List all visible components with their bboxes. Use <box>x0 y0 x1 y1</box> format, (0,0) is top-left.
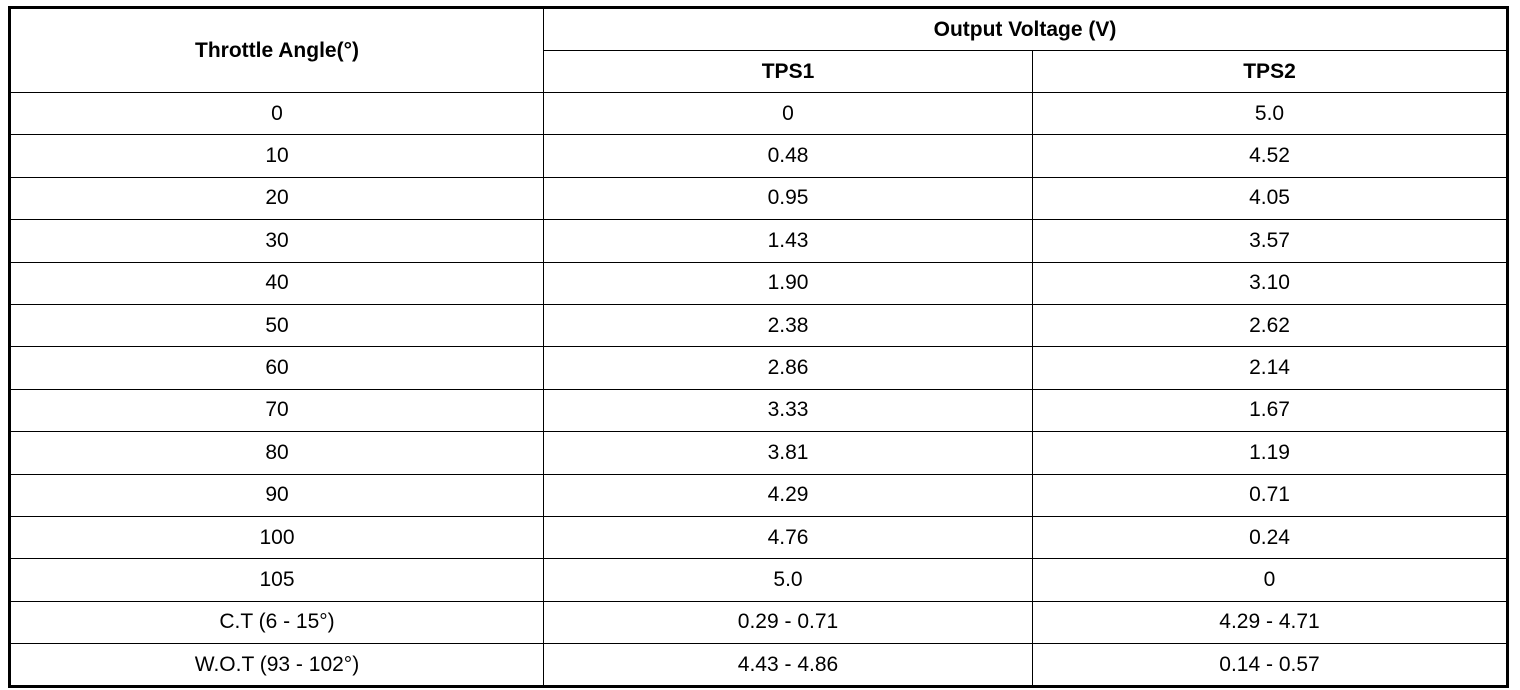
table-cell: 30 <box>9 219 544 263</box>
table-cell: 0.95 <box>543 176 1033 221</box>
table-cell: 4.43 - 4.86 <box>543 643 1033 688</box>
table-cell: 0 <box>9 91 544 136</box>
table-cell: C.T (6 - 15°) <box>9 600 544 645</box>
table-cell: 4.29 <box>543 473 1033 517</box>
table-cell: 90 <box>9 473 544 517</box>
table-cell: 105 <box>9 558 544 602</box>
table-header: Throttle Angle(°) Output Voltage (V) TPS… <box>9 7 1509 93</box>
table-cell: 3.81 <box>543 431 1033 475</box>
table-cell: 100 <box>9 515 544 560</box>
table-cell: 2.62 <box>1031 303 1509 348</box>
table-cell: 10 <box>9 134 544 178</box>
table-cell: 3.10 <box>1031 261 1509 305</box>
table-row: 70 3.33 1.67 <box>9 388 1509 433</box>
table-row: 40 1.90 3.10 <box>9 261 1509 305</box>
table-cell: 4.29 - 4.71 <box>1031 600 1509 645</box>
table-cell: 1.67 <box>1031 388 1509 433</box>
table-cell: 4.05 <box>1031 176 1509 221</box>
table-cell: 4.52 <box>1031 134 1509 178</box>
header-row: Throttle Angle(°) Output Voltage (V) <box>9 7 1509 93</box>
table-row: 80 3.81 1.19 <box>9 431 1509 475</box>
table-row: 50 2.38 2.62 <box>9 303 1509 348</box>
table-cell: 4.76 <box>543 515 1033 560</box>
table-cell: 0.14 - 0.57 <box>1031 643 1509 688</box>
table-cell: 60 <box>9 346 544 390</box>
table-cell: 0.29 - 0.71 <box>543 600 1033 645</box>
table-cell: 0 <box>1031 558 1509 602</box>
table-cell: 3.33 <box>543 388 1033 433</box>
table-cell: 50 <box>9 303 544 348</box>
table-row: W.O.T (93 - 102°) 4.43 - 4.86 0.14 - 0.57 <box>9 643 1509 688</box>
table-cell: 1.43 <box>543 219 1033 263</box>
table-cell: 2.38 <box>543 303 1033 348</box>
table-row: 0 0 5.0 <box>9 91 1509 136</box>
table-row: 90 4.29 0.71 <box>9 473 1509 517</box>
header-cell: Throttle Angle(°) <box>9 7 544 93</box>
table-cell: 1.19 <box>1031 431 1509 475</box>
table-cell: 0 <box>543 91 1033 136</box>
table-row: C.T (6 - 15°) 0.29 - 0.71 4.29 - 4.71 <box>9 600 1509 645</box>
table-cell: 70 <box>9 388 544 433</box>
table-cell: 1.90 <box>543 261 1033 305</box>
table-cell: 80 <box>9 431 544 475</box>
voltage-table: Throttle Angle(°) Output Voltage (V) TPS… <box>8 6 1510 689</box>
header-row: TPS1 TPS2 <box>10 50 1509 93</box>
table-cell: 5.0 <box>543 558 1033 602</box>
table-body: 0 0 5.0 10 0.48 4.52 20 0.95 4.05 30 1.43 3.57 40 1.9… <box>9 91 1509 688</box>
table-cell: 0.24 <box>1031 515 1509 560</box>
table-row: 10 0.48 4.52 <box>9 134 1509 178</box>
table-row: 20 0.95 4.05 <box>9 176 1509 221</box>
header-cell: TPS1 <box>543 50 1033 93</box>
table-cell: 2.14 <box>1031 346 1509 390</box>
table-cell: 0.48 <box>543 134 1033 178</box>
table-cell: 2.86 <box>543 346 1033 390</box>
table-cell: 5.0 <box>1031 91 1509 136</box>
table-row: 30 1.43 3.57 <box>9 219 1509 263</box>
table-cell: 20 <box>9 176 544 221</box>
table-cell: W.O.T (93 - 102°) <box>9 643 544 688</box>
table-row: 105 5.0 0 <box>9 558 1509 602</box>
table-cell: 3.57 <box>1031 219 1509 263</box>
table-row: 60 2.86 2.14 <box>9 346 1509 390</box>
table-cell: 40 <box>9 261 544 305</box>
table-cell: 0.71 <box>1031 473 1509 517</box>
table-row: 100 4.76 0.24 <box>9 515 1509 560</box>
header-cell: Output Voltage (V) <box>542 7 1509 51</box>
header-cell: TPS2 <box>1031 50 1509 93</box>
